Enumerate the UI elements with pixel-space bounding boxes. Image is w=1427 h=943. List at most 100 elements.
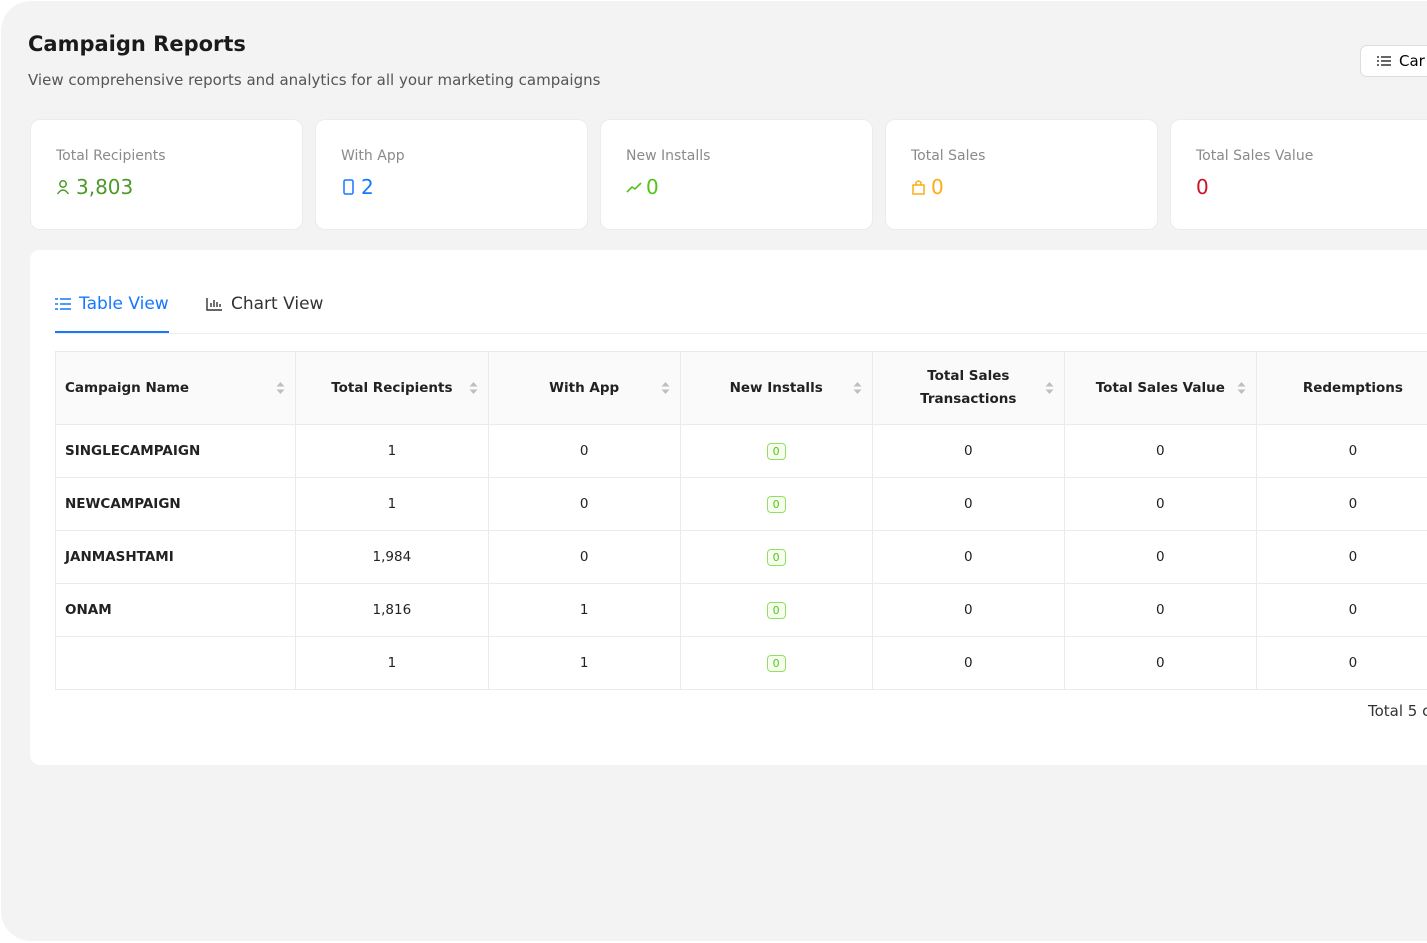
table-cell [54, 636, 297, 690]
list-icon [1377, 56, 1391, 66]
table-cell: 1 [295, 424, 489, 478]
stat-icon [343, 179, 354, 195]
table-cell: 0 [679, 530, 873, 584]
report-panel: Table View Chart View Campaign Name Total… [30, 250, 1427, 765]
cell-text: 0 [964, 443, 973, 459]
table-cell: 0 [679, 477, 873, 531]
column-header: Total Sales Transactions [871, 351, 1065, 425]
column-header: Total Recipients [295, 351, 489, 425]
table-cell: 0 [487, 477, 681, 531]
table-cell: NEWCAMPAIGN [54, 477, 297, 531]
column-title: Campaign Name [65, 379, 190, 396]
campaign-button[interactable]: Car [1360, 45, 1427, 77]
sort-icon [661, 382, 670, 394]
table-cell: 0 [487, 424, 681, 478]
tab-label: Table View [79, 294, 169, 314]
sort-icon [1045, 382, 1054, 394]
tab-chart[interactable]: Chart View [206, 294, 323, 314]
cell-text: 0 [964, 496, 973, 512]
tab-divider [55, 333, 1427, 334]
table-row: 1 1 0 0 0 0 [54, 636, 1427, 690]
cell-text: 0 [1156, 655, 1165, 671]
table-cell: 0 [871, 530, 1065, 584]
cell-text: 0 [964, 549, 973, 565]
cell-text: 1 [387, 496, 397, 512]
column-title: With App [549, 379, 620, 396]
cell-text: 1 [579, 655, 589, 671]
stat-card: Total Sales 0 [885, 119, 1158, 230]
table-cell: 1 [487, 583, 681, 637]
cell-text: 0 [1348, 549, 1358, 565]
table-cell: 0 [871, 636, 1065, 690]
stat-value: 0 [1196, 175, 1209, 199]
column-title: Total Recipients [331, 379, 453, 396]
stat-card: New Installs 0 [600, 119, 873, 230]
cell-text: 0 [964, 655, 973, 671]
stat-label: Total Recipients [56, 148, 166, 164]
page-subtitle: View comprehensive reports and analytics… [28, 71, 601, 89]
table-cell: 0 [1255, 636, 1427, 690]
stat-label: Total Sales [911, 148, 986, 164]
cell-text: 0 [579, 549, 589, 565]
cell-text: 1,816 [372, 602, 412, 618]
cell-text: 0 [579, 443, 589, 459]
cell-text: 0 [1348, 443, 1358, 459]
cell-text: 0 [1348, 496, 1358, 512]
stat-card: Total Recipients 3,803 [30, 119, 303, 230]
tab-label: Chart View [231, 294, 324, 314]
button-label: Car [1399, 52, 1425, 70]
install-tag: 0 [766, 548, 786, 566]
stat-icon [626, 182, 642, 193]
column-title: Total Sales Value [1095, 379, 1225, 396]
cell-text: 0 [579, 496, 589, 512]
install-tag: 0 [766, 654, 786, 672]
table-cell: 1,984 [295, 530, 489, 584]
column-header: New Installs [679, 351, 873, 425]
table-cell: SINGLECAMPAIGN [54, 424, 297, 478]
column-title: Total Sales Transactions [920, 368, 1017, 407]
table-cell: 0 [871, 477, 1065, 531]
report-table: Campaign Name Total Recipients With App New… [54, 351, 1427, 690]
table-cell: 0 [1255, 424, 1427, 478]
install-tag: 0 [766, 601, 786, 619]
install-tag: 0 [766, 442, 786, 460]
install-tag: 0 [766, 495, 786, 513]
stat-card: Total Sales Value 0 [1170, 119, 1427, 230]
column-title: Redemptions [1302, 379, 1403, 396]
cell-text: 0 [964, 602, 973, 618]
table-cell: 1 [487, 636, 681, 690]
stat-icon [56, 180, 70, 195]
sort-icon [469, 382, 478, 394]
table-row: ONAM 1,816 1 0 0 0 0 [54, 583, 1427, 637]
table-cell: 0 [1063, 583, 1257, 637]
cell-text: 1 [387, 655, 397, 671]
table-row: NEWCAMPAIGN 1 0 0 0 0 0 [54, 477, 1427, 531]
table-cell: 0 [679, 636, 873, 690]
cell-text: JANMASHTAMI [65, 549, 174, 565]
table-row: JANMASHTAMI 1,984 0 0 0 0 0 [54, 530, 1427, 584]
sort-icon [853, 382, 862, 394]
stat-value-row: 0 [911, 175, 944, 199]
list-icon [55, 298, 71, 310]
cell-text: 0 [1348, 602, 1358, 618]
table-cell: 0 [871, 583, 1065, 637]
pagination-total: Total 5 c [1368, 702, 1427, 720]
column-title: New Installs [729, 379, 823, 396]
page-title: Campaign Reports [28, 32, 246, 56]
table-cell: 0 [871, 424, 1065, 478]
table-cell: JANMASHTAMI [54, 530, 297, 584]
cell-text: SINGLECAMPAIGN [65, 443, 201, 459]
stat-icon [912, 180, 925, 195]
table-cell: 0 [1255, 583, 1427, 637]
table-cell: 1,816 [295, 583, 489, 637]
cell-text: 1,984 [372, 549, 412, 565]
cell-text: 0 [1156, 443, 1165, 459]
column-header: Redemptions [1255, 351, 1427, 425]
stat-value: 2 [361, 175, 374, 199]
cell-text: 1 [579, 602, 589, 618]
tab-table[interactable]: Table View [55, 294, 169, 333]
table-row: SINGLECAMPAIGN 1 0 0 0 0 0 [54, 424, 1427, 478]
table-cell: 0 [1255, 477, 1427, 531]
table-cell: 0 [1063, 477, 1257, 531]
stat-value-row: 3,803 [56, 175, 133, 199]
